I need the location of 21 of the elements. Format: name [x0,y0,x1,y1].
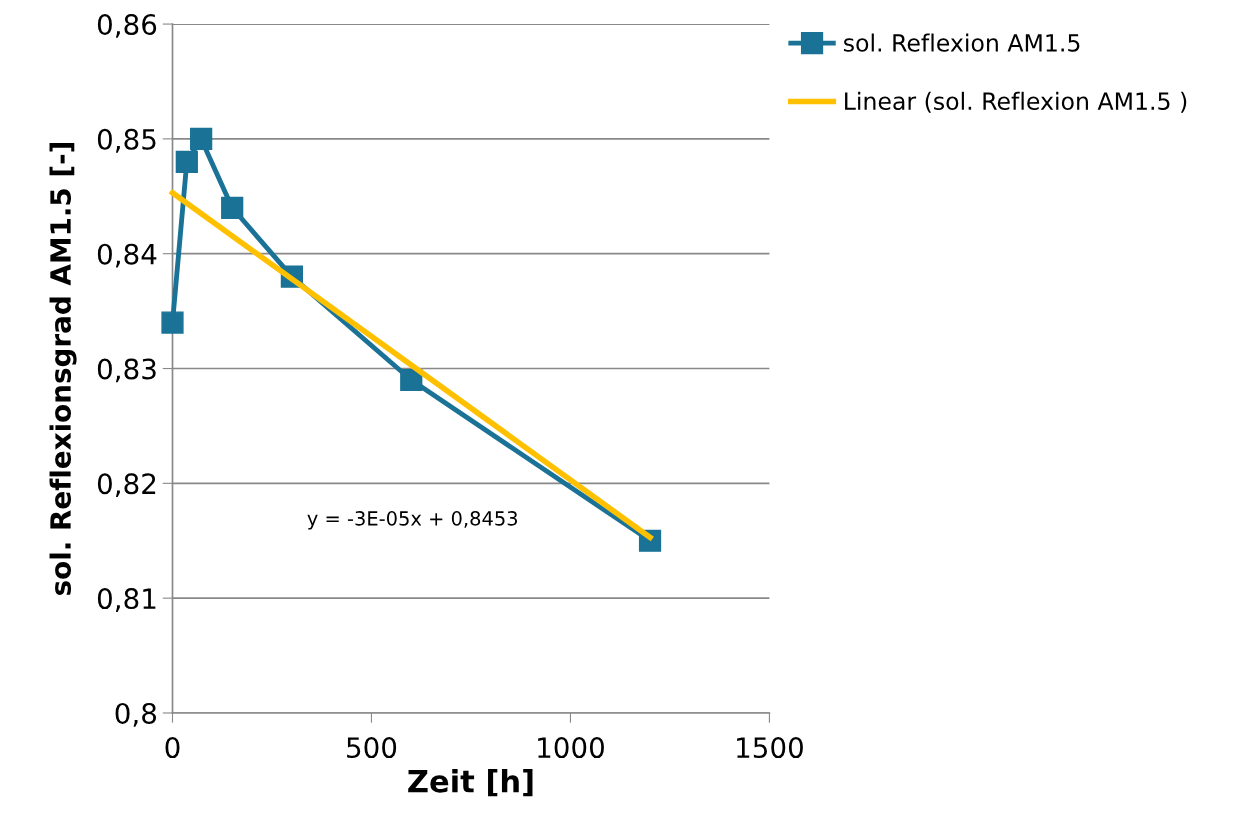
point [175,150,198,173]
point [400,368,423,392]
y-tick-label: 0,8 [115,702,157,727]
point [161,311,184,334]
x-tick-label: 500 [347,737,397,759]
y-tick-label: 0,86 [97,14,157,38]
y-axis-title: sol. Reflexionsgrad AM1.5 [-] [49,143,77,595]
y-tick-label: 0,85 [97,128,156,153]
annotation: y = -3E-05x + 0,8453 [307,511,518,530]
y-tick-label: 0,84 [97,243,157,268]
point [221,196,244,219]
x-tick-label: 1000 [538,737,604,759]
x-tick-label: 1500 [737,737,803,759]
y-tick-label: 0,82 [97,473,156,498]
y-tick-label: 0,81 [97,588,156,612]
point [190,127,213,150]
x-axis-title: Zeit [h] [408,769,533,797]
y-tick-label: 0,83 [97,358,156,383]
legend-label: sol. Reflexion AM1.5 [844,33,1080,52]
x-tick-label: 0 [165,737,180,759]
legend-label: Linear (sol. Reflexion AM1.5 ) [845,91,1187,113]
